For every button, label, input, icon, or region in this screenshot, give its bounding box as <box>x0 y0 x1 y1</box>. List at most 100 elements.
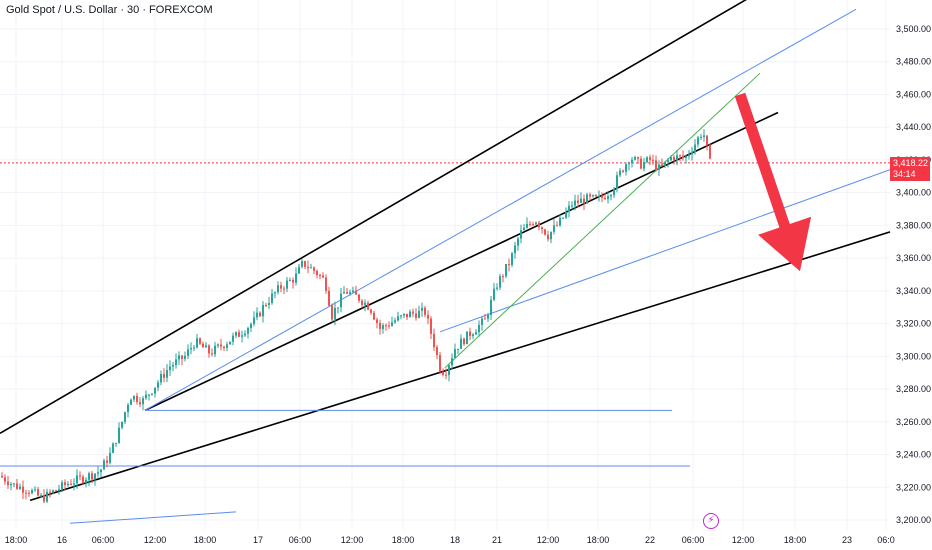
candle-body <box>331 305 333 320</box>
current-price-badge: 3,418.22 34:14 <box>890 157 930 181</box>
candle-body <box>511 253 513 265</box>
candle-body <box>397 316 399 321</box>
candle-body <box>388 325 390 327</box>
trendline-blue[interactable] <box>69 511 237 524</box>
x-tick-label: 12:00 <box>732 535 755 545</box>
candle-body <box>361 300 363 306</box>
candle-body <box>265 305 267 307</box>
candle-body <box>94 473 96 480</box>
candle-body <box>640 158 642 169</box>
candle-body <box>559 218 561 226</box>
candle-body <box>280 285 282 289</box>
trendline-green[interactable] <box>444 72 761 369</box>
trendline-black[interactable] <box>29 231 891 502</box>
candle-body <box>25 492 27 494</box>
forecast-arrow-shape[interactable] <box>734 92 812 272</box>
chart-grid <box>0 0 890 530</box>
forecast-arrow[interactable] <box>734 92 812 272</box>
price-axis[interactable]: 3,500.003,480.003,460.003,440.003,420.00… <box>896 24 931 525</box>
candle-body <box>316 270 318 276</box>
candle-body <box>700 136 702 138</box>
candle-body <box>547 234 549 240</box>
candle-body <box>58 489 60 491</box>
candle-body <box>490 299 492 315</box>
y-tick-label: 3,380.00 <box>896 220 931 230</box>
candle-body <box>262 305 264 317</box>
y-tick-label: 3,340.00 <box>896 286 931 296</box>
candle-body <box>292 279 294 283</box>
candle-body <box>85 479 87 483</box>
candle-body <box>142 398 144 405</box>
lightning-icon[interactable]: ⚡ <box>703 513 719 529</box>
candle-body <box>538 222 540 228</box>
candle-body <box>343 292 345 294</box>
candle-body <box>187 349 189 356</box>
candle-body <box>127 404 129 413</box>
candle-body <box>535 222 537 225</box>
candle-body <box>202 343 204 348</box>
candle-body <box>109 452 111 463</box>
candle-body <box>22 486 24 493</box>
candle-body <box>661 164 663 166</box>
time-axis[interactable]: 18:00 16 06:00 12:00 18:00 17 06:00 12:00 18:00 1… <box>5 535 895 545</box>
candle-body <box>253 317 255 324</box>
candle-body <box>658 164 660 170</box>
candle-body <box>151 393 153 395</box>
candle-body <box>106 460 108 463</box>
trendline-black[interactable] <box>0 0 780 434</box>
candle-body <box>79 475 81 477</box>
candle-body <box>211 353 213 355</box>
x-tick-label: 18:00 <box>194 535 217 545</box>
candle-body <box>475 332 477 335</box>
candle-body <box>649 157 651 160</box>
candle-body <box>574 200 576 206</box>
candle-body <box>463 338 465 345</box>
candle-body <box>223 346 225 348</box>
trendline-black[interactable] <box>144 111 779 412</box>
candle-body <box>286 280 288 289</box>
candle-body <box>412 311 414 314</box>
trendline-blue[interactable] <box>439 169 891 333</box>
y-tick-label: 3,220.00 <box>896 482 931 492</box>
candle-body <box>271 293 273 303</box>
x-tick-label: 06:0 <box>877 535 895 545</box>
candle-body <box>34 489 36 491</box>
candle-body <box>445 374 447 376</box>
candle-body <box>430 318 432 334</box>
trendline-blue[interactable] <box>144 8 857 411</box>
candle-body <box>31 490 33 494</box>
candle-body <box>394 320 396 323</box>
candle-body <box>184 355 186 359</box>
candle-body <box>178 355 180 360</box>
x-tick-label: 06:00 <box>92 535 115 545</box>
x-tick-label: 12:00 <box>341 535 364 545</box>
candlestick-series <box>1 129 711 504</box>
candle-body <box>529 223 531 225</box>
candle-body <box>355 290 357 295</box>
candle-body <box>652 159 654 161</box>
y-tick-label: 3,400.00 <box>896 188 931 198</box>
candle-body <box>193 347 195 349</box>
candle-body <box>637 157 639 159</box>
candle-body <box>571 205 573 207</box>
candle-body <box>166 370 168 378</box>
candle-body <box>679 155 681 157</box>
candle-body <box>103 460 105 470</box>
candle-body <box>631 159 633 164</box>
candle-body <box>544 229 546 235</box>
y-tick-label: 3,360.00 <box>896 253 931 263</box>
candle-body <box>169 366 171 371</box>
candle-body <box>673 157 675 161</box>
candle-body <box>697 137 699 145</box>
candle-body <box>148 394 150 396</box>
candle-body <box>325 277 327 291</box>
candle-body <box>382 325 384 329</box>
candle-body <box>403 313 405 316</box>
candle-body <box>46 491 48 502</box>
drawing-lines[interactable] <box>0 0 891 524</box>
y-tick-label: 3,440.00 <box>896 122 931 132</box>
candle-body <box>199 338 201 344</box>
candle-body <box>358 294 360 301</box>
bar-countdown: 34:14 <box>893 169 916 179</box>
